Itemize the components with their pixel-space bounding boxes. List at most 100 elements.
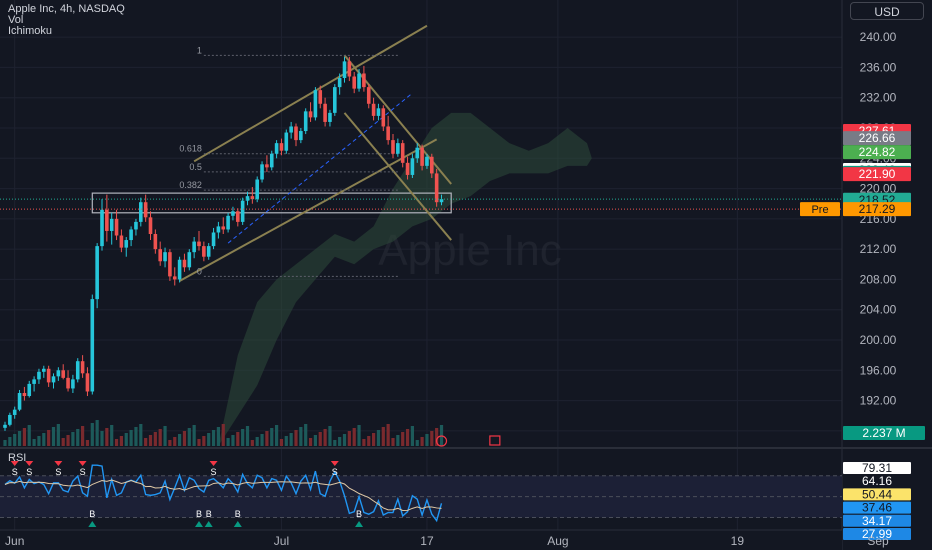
- volume-bar: [134, 427, 138, 446]
- candle-body: [90, 299, 95, 392]
- candle-body: [158, 249, 162, 262]
- candle-body: [105, 209, 109, 231]
- buy-signal-label: B: [206, 509, 212, 519]
- price-badge: [843, 145, 911, 160]
- candle-body: [71, 379, 75, 389]
- symbol-title[interactable]: Apple Inc, 4h, NASDAQ: [8, 3, 125, 15]
- currency-button[interactable]: USD: [850, 2, 924, 20]
- volume-bar: [56, 424, 60, 446]
- candle-body: [226, 215, 230, 230]
- candle-body: [333, 87, 337, 113]
- volume-bar: [270, 428, 274, 446]
- candle-body: [294, 126, 298, 141]
- buy-signal-label: B: [89, 509, 95, 519]
- volume-bar: [158, 429, 162, 446]
- candle-body: [425, 156, 429, 166]
- volume-bar: [333, 440, 337, 446]
- volume-bar: [241, 429, 245, 446]
- volume-bar: [202, 436, 206, 446]
- candle-body: [240, 200, 245, 222]
- candle-body: [139, 202, 143, 222]
- rsi-value-label: 34.17: [862, 514, 892, 528]
- candle-body: [27, 383, 32, 397]
- volume-bar: [352, 428, 356, 446]
- fib-level-label: 0.5: [189, 162, 202, 172]
- candle-body: [366, 87, 371, 104]
- candle-body: [177, 259, 182, 280]
- candle-body: [308, 111, 313, 118]
- rsi-value-badge: [843, 528, 911, 540]
- volume-bar: [308, 438, 313, 446]
- rsi-value-label: 27.99: [862, 527, 892, 541]
- volume-bar: [119, 436, 123, 446]
- volume-bar: [85, 440, 90, 446]
- candle-body: [303, 111, 308, 132]
- volume-bar: [163, 426, 167, 446]
- candle-body: [148, 217, 153, 234]
- candle-body: [22, 393, 27, 397]
- candle-body: [430, 156, 434, 174]
- volume-bar: [42, 433, 46, 446]
- volume-bar: [386, 424, 390, 446]
- candle-body: [3, 424, 7, 428]
- fib-level-label: 0: [197, 266, 202, 276]
- candle-body: [46, 368, 51, 383]
- time-tick-label: Jul: [274, 534, 289, 548]
- pre-market-badge: [800, 202, 840, 217]
- volume-bar: [250, 440, 254, 446]
- candle-body: [400, 143, 405, 163]
- price-tick-label: 200.00: [860, 333, 897, 347]
- candle-body: [420, 147, 424, 166]
- volume-bar: [61, 438, 65, 446]
- buy-signal-arrow: [355, 521, 364, 527]
- candle-body: [255, 179, 259, 200]
- rsi-value-badge: [843, 514, 911, 527]
- candle-body: [396, 143, 400, 154]
- time-tick-label: Jun: [5, 534, 24, 548]
- volume-bar: [255, 437, 259, 446]
- volume-bar: [313, 435, 317, 446]
- candle-body: [197, 241, 201, 247]
- volume-bar: [401, 432, 405, 446]
- candle-body: [211, 232, 216, 247]
- candle-body: [85, 373, 90, 392]
- candle-body: [66, 377, 70, 389]
- time-tick-label: Aug: [547, 534, 568, 548]
- sell-signal-label: S: [26, 467, 32, 477]
- candle-body: [109, 218, 114, 231]
- candle-body: [143, 202, 148, 218]
- buy-signal-label: B: [356, 509, 362, 519]
- fib-level-label: 0.382: [179, 180, 202, 190]
- candle-body: [313, 90, 318, 118]
- rsi-pane-label[interactable]: RSI: [8, 452, 27, 464]
- candle-body: [269, 153, 274, 168]
- candle-body: [80, 361, 85, 374]
- sell-signal-label: S: [80, 467, 86, 477]
- price-tick-label: 208.00: [860, 272, 897, 286]
- candle-body: [134, 221, 138, 230]
- candle-body: [236, 211, 240, 222]
- candle-body: [381, 108, 386, 127]
- volume-bar: [27, 425, 31, 446]
- buy-signal-label: B: [235, 509, 241, 519]
- volume-bar: [318, 432, 322, 446]
- sell-signal-arrow: [78, 461, 87, 466]
- time-tick-label: 19: [731, 534, 745, 548]
- volume-bar: [197, 439, 201, 446]
- candle-body: [61, 370, 65, 378]
- candle-body: [265, 164, 269, 168]
- volume-bar: [381, 427, 385, 446]
- volume-indicator-label[interactable]: Vol: [8, 14, 24, 26]
- volume-bar: [17, 431, 22, 446]
- price-tick-label: 240.00: [860, 30, 897, 44]
- sell-signal-arrow: [25, 461, 34, 466]
- candle-body: [362, 73, 366, 88]
- ichimoku-indicator-label[interactable]: Ichimoku: [8, 25, 53, 37]
- volume-bar: [284, 436, 288, 446]
- candles: [3, 56, 444, 431]
- buy-signal-arrow: [233, 521, 242, 527]
- candle-body: [274, 143, 279, 154]
- volume-bar: [124, 433, 128, 446]
